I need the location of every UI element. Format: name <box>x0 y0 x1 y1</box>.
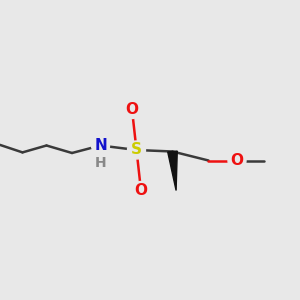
Polygon shape <box>168 151 177 190</box>
Circle shape <box>132 182 150 200</box>
Text: O: O <box>134 183 148 198</box>
Text: O: O <box>230 153 244 168</box>
Circle shape <box>228 152 246 169</box>
Text: S: S <box>131 142 142 158</box>
Text: N: N <box>94 138 107 153</box>
Circle shape <box>92 136 110 154</box>
Circle shape <box>123 100 141 118</box>
Text: O: O <box>125 102 139 117</box>
Circle shape <box>128 141 146 159</box>
Text: H: H <box>95 156 106 170</box>
